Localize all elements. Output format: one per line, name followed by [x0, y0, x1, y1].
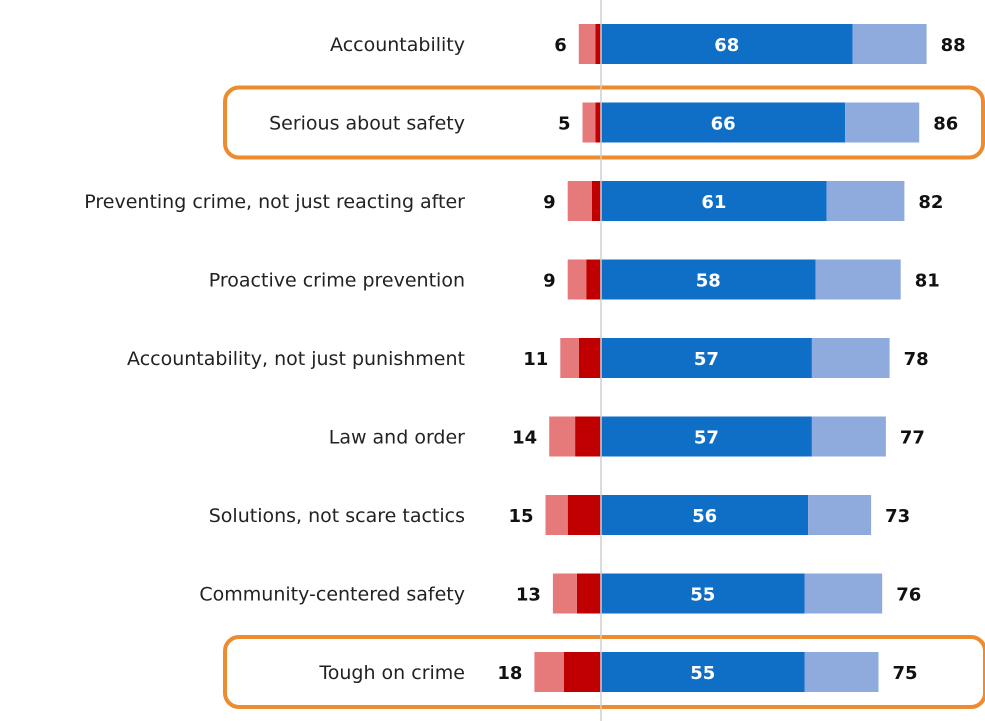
bar-strong-positive-preventing-crime-not-just-reacting-after	[601, 181, 827, 221]
bar-weak-negative-serious-about-safety	[582, 102, 596, 143]
inbar-value-label-accountability-not-just-punishment: 57	[694, 349, 719, 370]
inbar-value-label-proactive-crime-prevention: 58	[696, 271, 721, 292]
negative-total-label-community-centered-safety: 13	[516, 585, 541, 606]
positive-total-label-tough-on-crime: 75	[893, 663, 918, 684]
category-label-accountability: Accountability	[330, 34, 465, 56]
positive-total-label-accountability-not-just-punishment: 78	[904, 349, 929, 370]
bar-strong-positive-accountability-not-just-punishment	[601, 338, 812, 378]
bar-strong-negative-proactive-crime-prevention	[586, 259, 601, 300]
negative-total-label-law-and-order: 14	[512, 428, 537, 449]
negative-total-label-tough-on-crime: 18	[497, 663, 522, 684]
bar-weak-negative-tough-on-crime	[534, 652, 564, 692]
positive-total-label-solutions-not-scare-tactics: 73	[885, 506, 910, 527]
bars-group	[534, 24, 927, 692]
bar-weak-positive-proactive-crime-prevention	[815, 259, 901, 300]
category-label-tough-on-crime: Tough on crime	[318, 662, 465, 684]
bar-strong-negative-preventing-crime-not-just-reacting-after	[591, 181, 601, 221]
bar-weak-negative-proactive-crime-prevention	[567, 259, 587, 300]
category-label-accountability-not-just-punishment: Accountability, not just punishment	[127, 348, 465, 370]
positive-total-label-community-centered-safety: 76	[896, 585, 921, 606]
bar-weak-positive-community-centered-safety	[804, 573, 883, 614]
category-label-law-and-order: Law and order	[329, 427, 465, 449]
bar-strong-negative-tough-on-crime	[564, 652, 601, 692]
bar-weak-positive-law-and-order	[811, 416, 886, 457]
bar-strong-positive-community-centered-safety	[601, 573, 805, 614]
inbar-value-label-community-centered-safety: 55	[690, 585, 715, 606]
highlight-box-serious-about-safety	[223, 85, 985, 160]
bar-weak-positive-tough-on-crime	[804, 652, 879, 692]
bar-weak-negative-accountability-not-just-punishment	[560, 338, 579, 378]
bar-strong-positive-solutions-not-scare-tactics	[601, 495, 809, 535]
bar-strong-positive-accountability	[601, 24, 853, 64]
bar-strong-negative-serious-about-safety	[595, 102, 601, 143]
bar-strong-positive-tough-on-crime	[601, 652, 805, 692]
bar-strong-negative-solutions-not-scare-tactics	[567, 495, 601, 535]
bar-weak-negative-solutions-not-scare-tactics	[545, 495, 568, 535]
bar-weak-negative-community-centered-safety	[552, 573, 577, 614]
highlight-boxes	[223, 85, 985, 709]
category-label-serious-about-safety: Serious about safety	[269, 113, 465, 135]
bar-strong-positive-serious-about-safety	[601, 102, 846, 143]
negative-total-label-serious-about-safety: 5	[558, 114, 571, 135]
positive-total-label-law-and-order: 77	[900, 428, 925, 449]
bar-weak-negative-law-and-order	[549, 416, 576, 457]
positive-total-label-proactive-crime-prevention: 81	[915, 271, 940, 292]
bar-strong-negative-accountability	[595, 24, 601, 64]
positive-total-label-preventing-crime-not-just-reacting-after: 82	[918, 192, 943, 213]
category-label-preventing-crime-not-just-reacting-after: Preventing crime, not just reacting afte…	[84, 191, 465, 213]
bar-weak-positive-solutions-not-scare-tactics	[808, 495, 872, 535]
category-label-solutions-not-scare-tactics: Solutions, not scare tactics	[209, 505, 465, 527]
negative-total-label-solutions-not-scare-tactics: 15	[508, 506, 533, 527]
bar-weak-positive-preventing-crime-not-just-reacting-after	[826, 181, 905, 221]
bar-strong-negative-law-and-order	[575, 416, 601, 457]
negative-total-label-proactive-crime-prevention: 9	[543, 271, 556, 292]
inbar-value-label-serious-about-safety: 66	[711, 114, 736, 135]
bar-weak-negative-preventing-crime-not-just-reacting-after	[567, 181, 592, 221]
bar-weak-positive-serious-about-safety	[845, 102, 920, 143]
positive-total-label-serious-about-safety: 86	[933, 114, 958, 135]
negative-total-label-accountability: 6	[554, 35, 567, 56]
negative-total-label-preventing-crime-not-just-reacting-after: 9	[543, 192, 556, 213]
bar-strong-positive-proactive-crime-prevention	[601, 259, 816, 300]
category-label-community-centered-safety: Community-centered safety	[199, 584, 465, 606]
negative-total-label-accountability-not-just-punishment: 11	[523, 349, 548, 370]
bar-weak-positive-accountability-not-just-punishment	[811, 338, 890, 378]
highlight-box-tough-on-crime	[223, 635, 985, 709]
inbar-value-label-law-and-order: 57	[694, 428, 719, 449]
inbar-value-label-preventing-crime-not-just-reacting-after: 61	[701, 192, 726, 213]
inbar-value-label-tough-on-crime: 55	[690, 663, 715, 684]
inbar-value-label-solutions-not-scare-tactics: 56	[692, 506, 717, 527]
inbar-value-label-accountability: 68	[714, 35, 739, 56]
bar-strong-negative-accountability-not-just-punishment	[578, 338, 601, 378]
bar-weak-positive-accountability	[852, 24, 927, 64]
bar-weak-negative-accountability	[578, 24, 596, 64]
category-label-proactive-crime-prevention: Proactive crime prevention	[209, 270, 465, 292]
bar-strong-negative-community-centered-safety	[576, 573, 601, 614]
positive-total-label-accountability: 88	[941, 35, 966, 56]
bar-strong-positive-law-and-order	[601, 416, 812, 457]
